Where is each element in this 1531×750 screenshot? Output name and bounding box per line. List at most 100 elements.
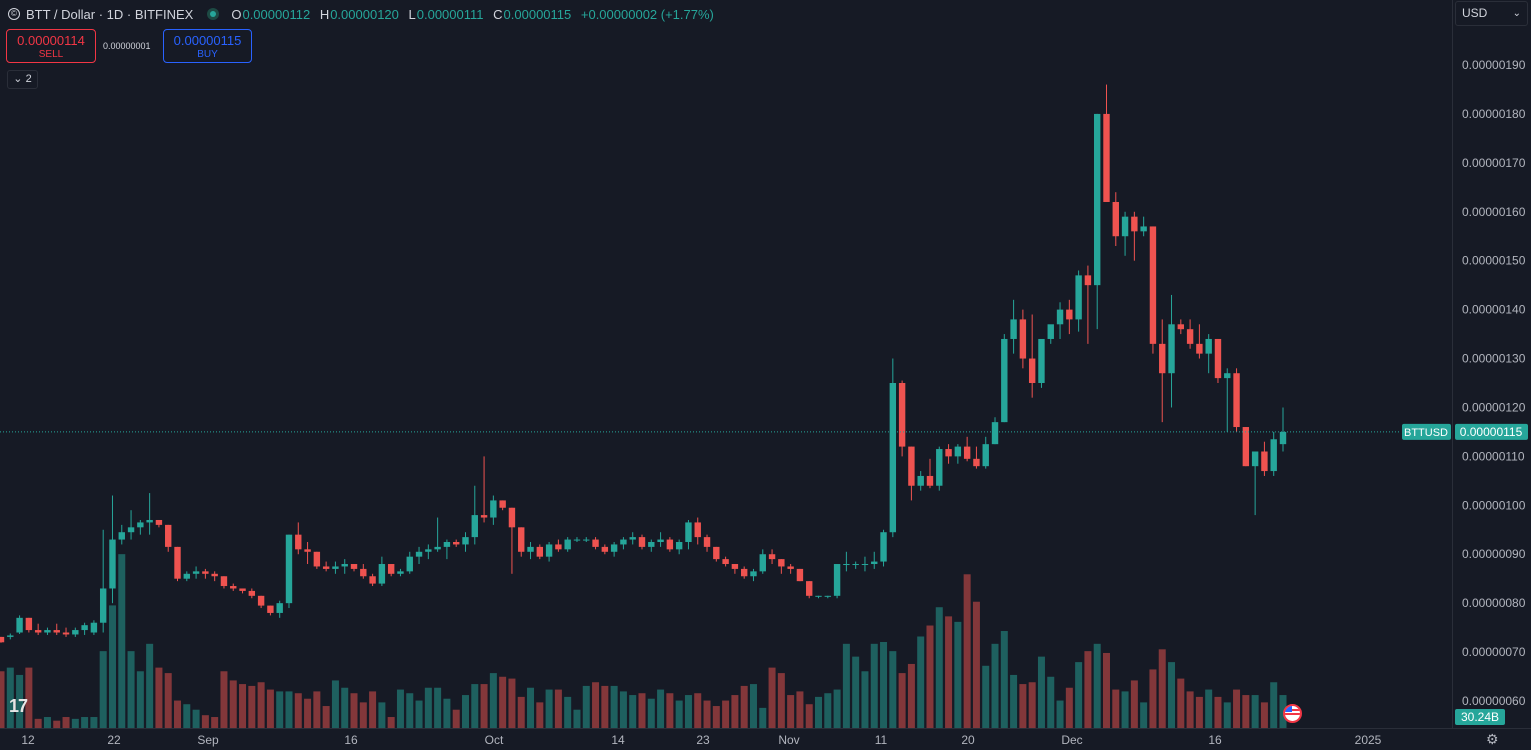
indicators-toggle-button[interactable]: ⌄ 2 [7, 70, 38, 89]
sell-button[interactable]: 0.00000114 SELL [6, 29, 96, 63]
candle-body [192, 571, 200, 574]
candle [1261, 441, 1268, 476]
tradingview-logo-icon[interactable]: 17 [9, 696, 28, 716]
x-tick-label: 11 [875, 733, 888, 747]
volume-bar [870, 643, 878, 728]
candle-body [415, 551, 423, 557]
candle [675, 539, 683, 555]
candle [583, 537, 590, 542]
candle-body [99, 588, 107, 623]
candle [1131, 211, 1138, 261]
candle-body [778, 559, 785, 567]
volume-bar [945, 616, 953, 728]
y-tick-label: 0.00000160 [1462, 205, 1526, 219]
volume-bar [461, 695, 469, 728]
candle [796, 568, 804, 582]
high-label: H [319, 6, 330, 22]
volume-bar [740, 685, 748, 728]
volume-bar [517, 696, 525, 728]
symbol-price-tag: BTTUSD [1402, 423, 1451, 440]
candle-body [62, 632, 70, 635]
candle-body [109, 539, 116, 589]
volume-bar [1084, 651, 1092, 728]
candle-body [536, 546, 544, 557]
candle-body [833, 564, 841, 596]
settings-icon[interactable]: ⚙ [1486, 731, 1499, 747]
candle [982, 436, 989, 469]
candle-body [480, 515, 488, 518]
candle-body [0, 636, 5, 643]
candle-body [387, 564, 395, 574]
candle-body [1214, 338, 1222, 379]
candle-body [1066, 309, 1073, 320]
volume-bar [71, 718, 79, 728]
price-axis: 0.00000190 0.00000180 0.00000170 0.00000160… [1402, 0, 1531, 750]
volume-bar [192, 709, 200, 728]
y-tick-label: 0.00000180 [1462, 107, 1526, 121]
time-axis: 12 22 Sep 16 Oct 14 23 Nov 11 20 Dec 16 2025 [0, 728, 1531, 747]
currency-select[interactable]: USD ⌄ [1455, 1, 1528, 26]
candle-body [276, 603, 283, 613]
candle [954, 444, 962, 464]
us-flag-icon[interactable] [1283, 704, 1302, 723]
sell-price: 0.00000114 [17, 33, 85, 48]
candle [1233, 368, 1240, 432]
volume-bar [424, 687, 432, 728]
buy-button[interactable]: 0.00000115 BUY [163, 29, 252, 63]
candle [202, 568, 209, 579]
candle [471, 485, 478, 545]
symbol-title[interactable]: BTT / Dollar · 1D · BITFINEX [26, 6, 194, 22]
volume-bar [499, 676, 507, 728]
price-axis-panel [1452, 0, 1531, 750]
volume-bar [647, 698, 655, 728]
candle [230, 583, 237, 591]
volume-bars [0, 554, 1287, 728]
volume-bar [146, 643, 154, 728]
candle [499, 500, 506, 511]
volume-bar [1093, 643, 1101, 728]
candle-body [601, 546, 609, 552]
market-status-icon[interactable] [207, 8, 220, 20]
candle [350, 564, 358, 572]
candle [787, 564, 794, 574]
candle [16, 615, 23, 634]
volume-bar [53, 720, 61, 728]
candle-body [1112, 201, 1119, 237]
volume-bar [25, 667, 33, 728]
volume-bar [536, 702, 544, 728]
candle [313, 551, 321, 569]
volume-bar [1130, 680, 1138, 728]
last-price-tag-bg [1455, 423, 1528, 440]
candle-body [350, 564, 358, 569]
volume-bar [6, 667, 14, 728]
candle [1205, 334, 1212, 374]
volume-bar [601, 685, 609, 728]
candle [434, 517, 441, 552]
volume-bar [1158, 649, 1166, 728]
candle-body [555, 544, 562, 550]
candle-body [1075, 275, 1082, 320]
volume-bar [1270, 682, 1278, 728]
candle [332, 561, 339, 574]
x-tick-label: 2025 [1355, 733, 1382, 747]
candle [1159, 319, 1166, 423]
candle [555, 539, 562, 552]
volume-bar [712, 706, 720, 728]
candle-body [675, 542, 683, 550]
candle-body [722, 559, 729, 565]
candle-body [1149, 226, 1157, 344]
candle-body [44, 630, 51, 633]
candle [1056, 302, 1064, 339]
candle [295, 522, 302, 555]
volume-bar [954, 621, 962, 728]
candle [991, 417, 999, 445]
volume-tag-bg [1455, 709, 1505, 725]
volume-bar [164, 673, 172, 728]
volume-bar [396, 689, 404, 728]
candle [146, 493, 153, 535]
volume-bar [842, 643, 850, 728]
y-tick-label: 0.00000190 [1462, 58, 1526, 72]
volume-bar [638, 693, 646, 728]
volume-bar [127, 651, 135, 728]
